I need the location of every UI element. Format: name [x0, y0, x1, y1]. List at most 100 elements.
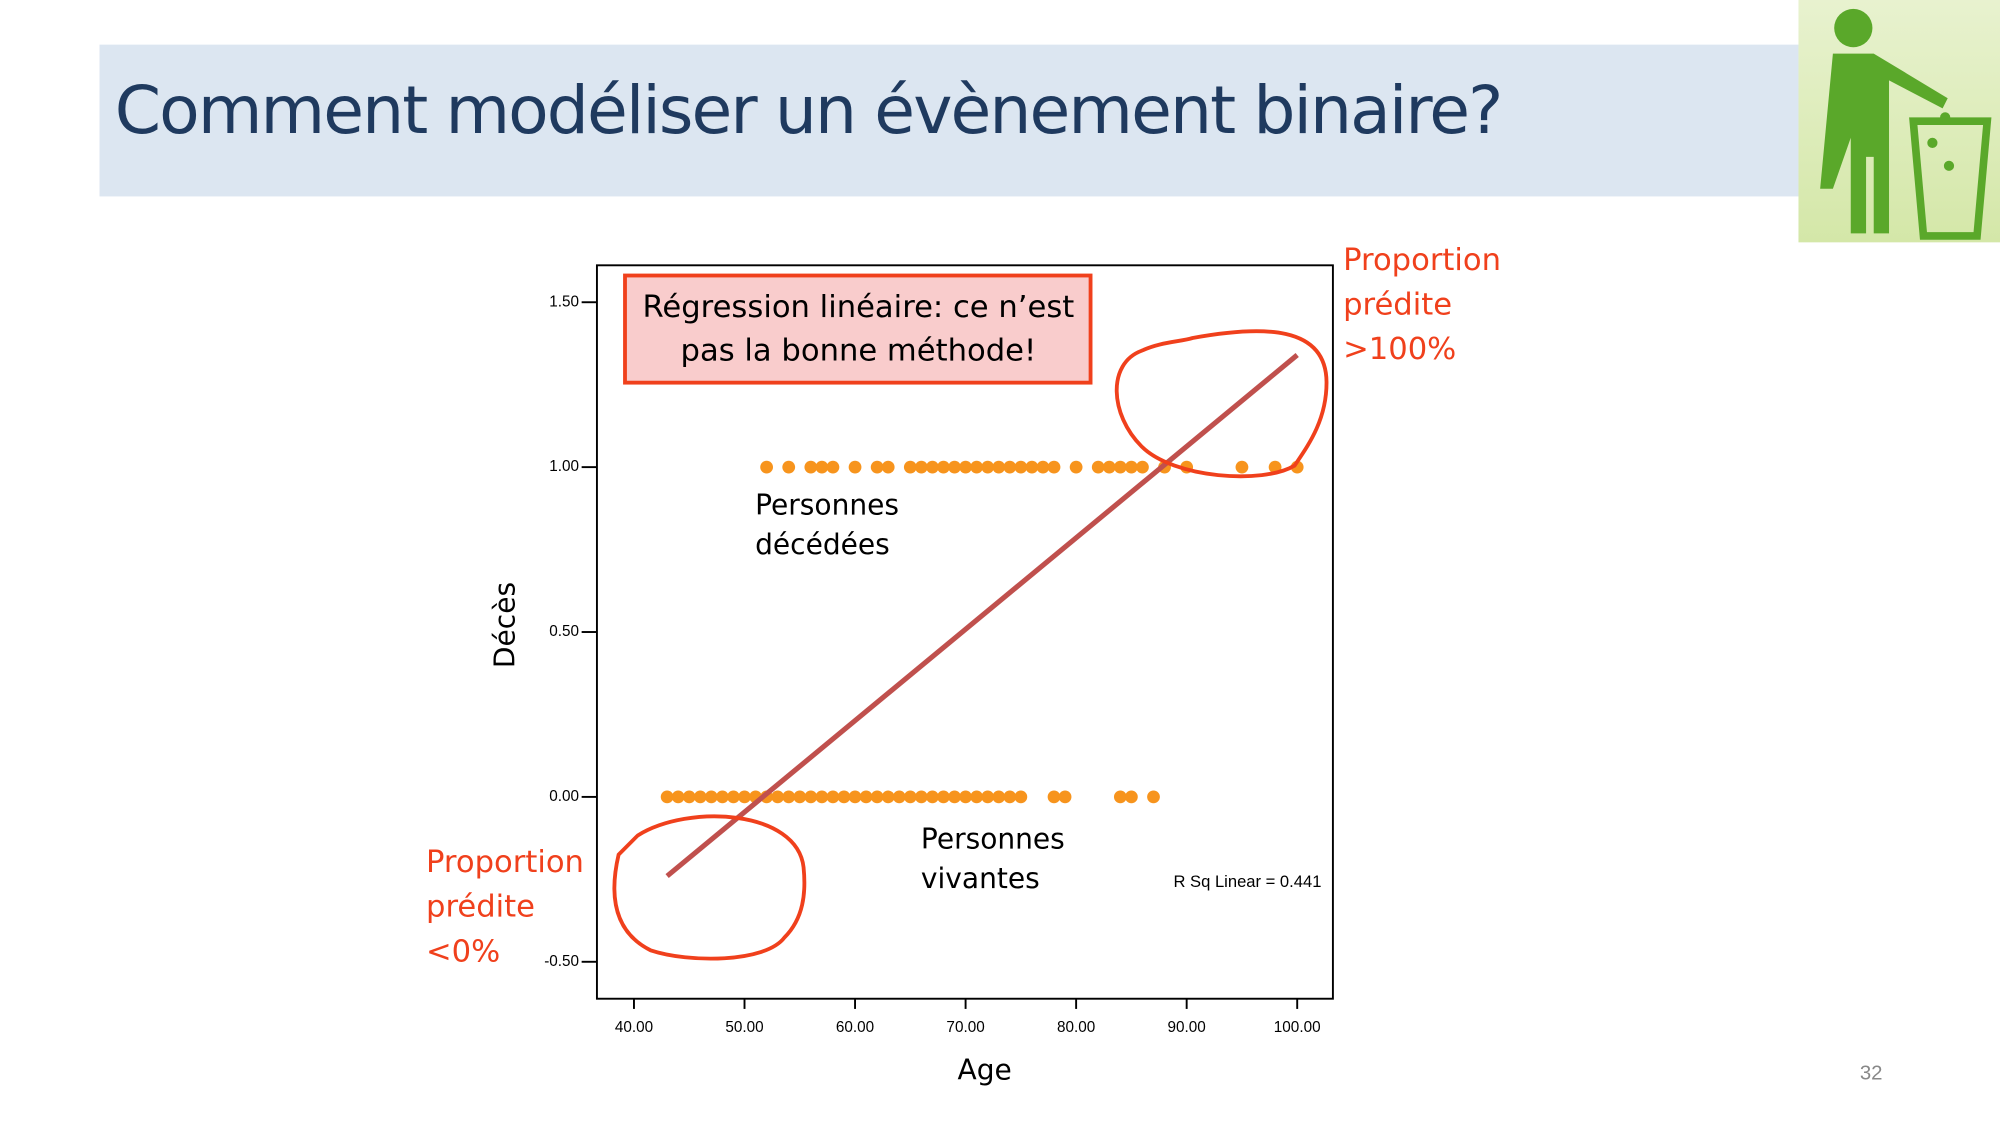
point [881, 460, 895, 474]
x-tick-label: 50.00 [725, 1019, 763, 1036]
point [1113, 460, 1127, 474]
point [815, 790, 829, 804]
annotation: Proportion [1343, 243, 1501, 278]
point [671, 790, 685, 804]
point [1125, 790, 1138, 804]
x-tick-label: 40.00 [615, 1019, 653, 1036]
x-tick-label: 80.00 [1057, 1019, 1095, 1036]
point [870, 460, 884, 474]
point [903, 790, 917, 804]
annotation: <0% [426, 934, 500, 969]
annotation: prédite [1343, 288, 1452, 323]
point [682, 790, 696, 804]
slide-title: Comment modéliser un évènement binaire? [115, 71, 1502, 149]
y-tick-label: 0.50 [549, 623, 579, 640]
annotation: décédées [755, 528, 890, 561]
point [881, 790, 895, 804]
point [926, 790, 939, 804]
x-axis-label: Age [958, 1053, 1012, 1086]
point [1025, 460, 1039, 474]
point [1014, 460, 1028, 474]
point [1058, 790, 1072, 804]
point [1091, 460, 1105, 474]
title-band [99, 44, 1799, 197]
point [837, 790, 851, 804]
point [948, 790, 961, 804]
point [892, 790, 906, 804]
highlight-circle [1114, 329, 1329, 479]
point [848, 790, 862, 804]
x-tick-label: 70.00 [946, 1019, 984, 1036]
point [937, 460, 950, 474]
point [970, 790, 984, 804]
point [1102, 460, 1116, 474]
icon [1798, 0, 2000, 243]
point [738, 790, 751, 804]
annotation: prédite [426, 890, 535, 925]
annotation: Proportion [426, 845, 584, 880]
point [959, 790, 972, 804]
point [1147, 790, 1160, 804]
point [826, 790, 840, 804]
point [1003, 790, 1017, 804]
point [760, 460, 773, 474]
annotation: Personnes [921, 823, 1065, 856]
point [771, 790, 785, 804]
point [804, 790, 818, 804]
page-number: 32 [1860, 1062, 1883, 1084]
point [782, 790, 796, 804]
x-tick-label: 100.00 [1274, 1019, 1321, 1036]
point [1069, 460, 1083, 474]
point [1125, 460, 1138, 474]
x-tick-label: 90.00 [1168, 1019, 1206, 1036]
point [1014, 790, 1028, 804]
point [815, 460, 829, 474]
point [804, 460, 818, 474]
point [870, 790, 884, 804]
highlight-circle [612, 814, 807, 961]
y-tick-label: 0.00 [549, 788, 579, 805]
point [848, 460, 862, 474]
point [970, 460, 984, 474]
point [793, 790, 807, 804]
point [926, 460, 939, 474]
point [660, 790, 674, 804]
callout-box [623, 273, 1093, 385]
point [727, 790, 740, 804]
annotation: vivantes [921, 862, 1040, 895]
point [1235, 460, 1249, 474]
annotation: Personnes [755, 488, 899, 521]
point [826, 460, 840, 474]
point [1036, 460, 1050, 474]
point [1047, 790, 1061, 804]
point [992, 790, 1006, 804]
x-tick-label: 60.00 [836, 1019, 874, 1036]
point [716, 790, 729, 804]
point [948, 460, 961, 474]
annotation: pas la bonne méthode! [681, 334, 1037, 369]
point [914, 790, 928, 804]
point [1003, 460, 1017, 474]
point [693, 790, 707, 804]
point [992, 460, 1006, 474]
y-tick-label: -0.50 [544, 953, 579, 970]
r-squared: R Sq Linear = 0.441 [1173, 872, 1321, 891]
point [1047, 460, 1061, 474]
y-tick-label: 1.00 [549, 458, 579, 475]
point [859, 790, 873, 804]
point [937, 790, 950, 804]
point [782, 460, 796, 474]
point [1136, 460, 1149, 474]
y-tick-label: 1.50 [549, 293, 579, 310]
point [981, 460, 995, 474]
point [914, 460, 928, 474]
annotation: >100% [1343, 332, 1456, 367]
point [1113, 790, 1127, 804]
regression-line [665, 353, 1299, 879]
chart: -0.50 0.00 0.50 1.00 1.50 40.00 50.00 60.00 70.0… [426, 243, 1501, 1086]
y-axis-label: Décès [488, 582, 521, 668]
point [704, 790, 718, 804]
annotation: Régression linéaire: ce n’est [643, 290, 1075, 325]
point [903, 460, 917, 474]
